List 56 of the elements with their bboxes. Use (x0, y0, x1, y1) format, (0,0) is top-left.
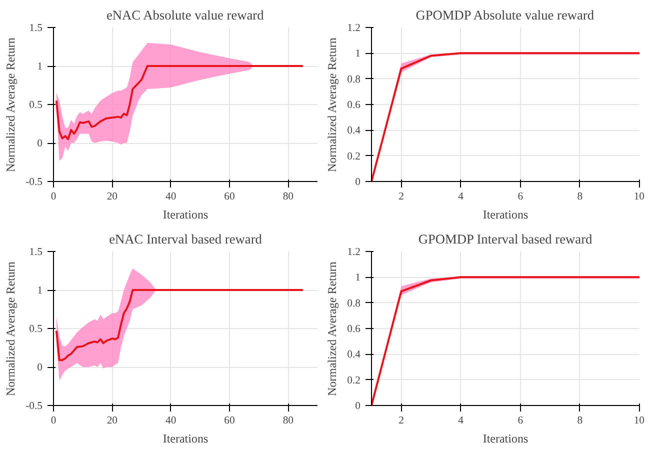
x-tick-label: 40 (166, 416, 176, 426)
x-axis-title: Iterations (162, 432, 208, 446)
x-axis-title: Iterations (162, 208, 208, 222)
x-tick-label: 10 (634, 416, 644, 426)
y-tick-label: 0.6 (347, 324, 362, 335)
x-tick-label: 8 (577, 192, 583, 202)
x-tick-label: 60 (224, 192, 235, 202)
y-tick-label: 0 (37, 362, 42, 374)
y-tick-label: 1 (355, 272, 360, 284)
x-tick-label: 0 (50, 192, 56, 202)
y-tick-label: 1.2 (347, 23, 361, 34)
chart-title: eNAC Absolute value reward (106, 8, 264, 22)
x-tick-label: 8 (577, 416, 583, 426)
y-tick-label: 0.2 (347, 151, 361, 162)
y-axis-title: Normalized Average Return (325, 262, 340, 396)
y-tick-label: 0.5 (29, 324, 43, 335)
x-tick-label: 0 (50, 416, 56, 426)
x-axis-title: Iterations (482, 208, 528, 222)
x-tick-label: 20 (106, 416, 118, 426)
y-tick-label: 1.5 (29, 247, 43, 258)
x-tick-label: 80 (282, 192, 294, 202)
y-tick-label: 1 (355, 48, 360, 60)
y-tick-label: 1.5 (29, 23, 43, 34)
y-tick-label: 0 (37, 138, 42, 150)
x-tick-label: 6 (518, 416, 524, 426)
x-tick-label: 80 (282, 416, 294, 426)
x-tick-label: 20 (106, 192, 118, 202)
y-tick-label: 0.4 (347, 126, 362, 137)
y-axis-title: Normalized Average Return (4, 262, 18, 396)
y-tick-label: 0.6 (347, 100, 362, 111)
x-tick-label: 2 (398, 192, 404, 202)
chart-title: eNAC Interval based reward (109, 232, 262, 246)
chart-title: GPOMDP Absolute value reward (416, 8, 594, 22)
y-tick-label: 0 (355, 401, 360, 412)
y-tick-label: 0.5 (29, 100, 43, 111)
y-tick-label: -0.5 (26, 401, 43, 412)
y-tick-label: 0.8 (347, 74, 361, 86)
y-tick-label: -0.5 (26, 177, 43, 188)
y-tick-label: 1 (37, 62, 42, 72)
y-tick-label: 1 (37, 286, 42, 296)
x-tick-label: 6 (518, 192, 524, 202)
y-axis-title: Normalized Average Return (325, 38, 340, 172)
chart-title: GPOMDP Interval based reward (418, 232, 593, 246)
y-tick-label: 0.2 (347, 375, 361, 386)
x-tick-label: 60 (224, 416, 235, 426)
x-tick-label: 4 (458, 192, 464, 202)
y-tick-label: 0.8 (347, 298, 361, 310)
x-axis-title: Iterations (482, 432, 528, 446)
y-tick-label: 1.2 (347, 247, 361, 258)
x-tick-label: 4 (458, 416, 464, 426)
x-tick-label: 10 (634, 192, 644, 202)
x-tick-label: 2 (398, 416, 404, 426)
y-tick-label: 0.4 (347, 350, 362, 361)
x-tick-label: 40 (166, 192, 176, 202)
y-axis-title: Normalized Average Return (4, 38, 18, 172)
y-tick-label: 0 (355, 177, 360, 188)
